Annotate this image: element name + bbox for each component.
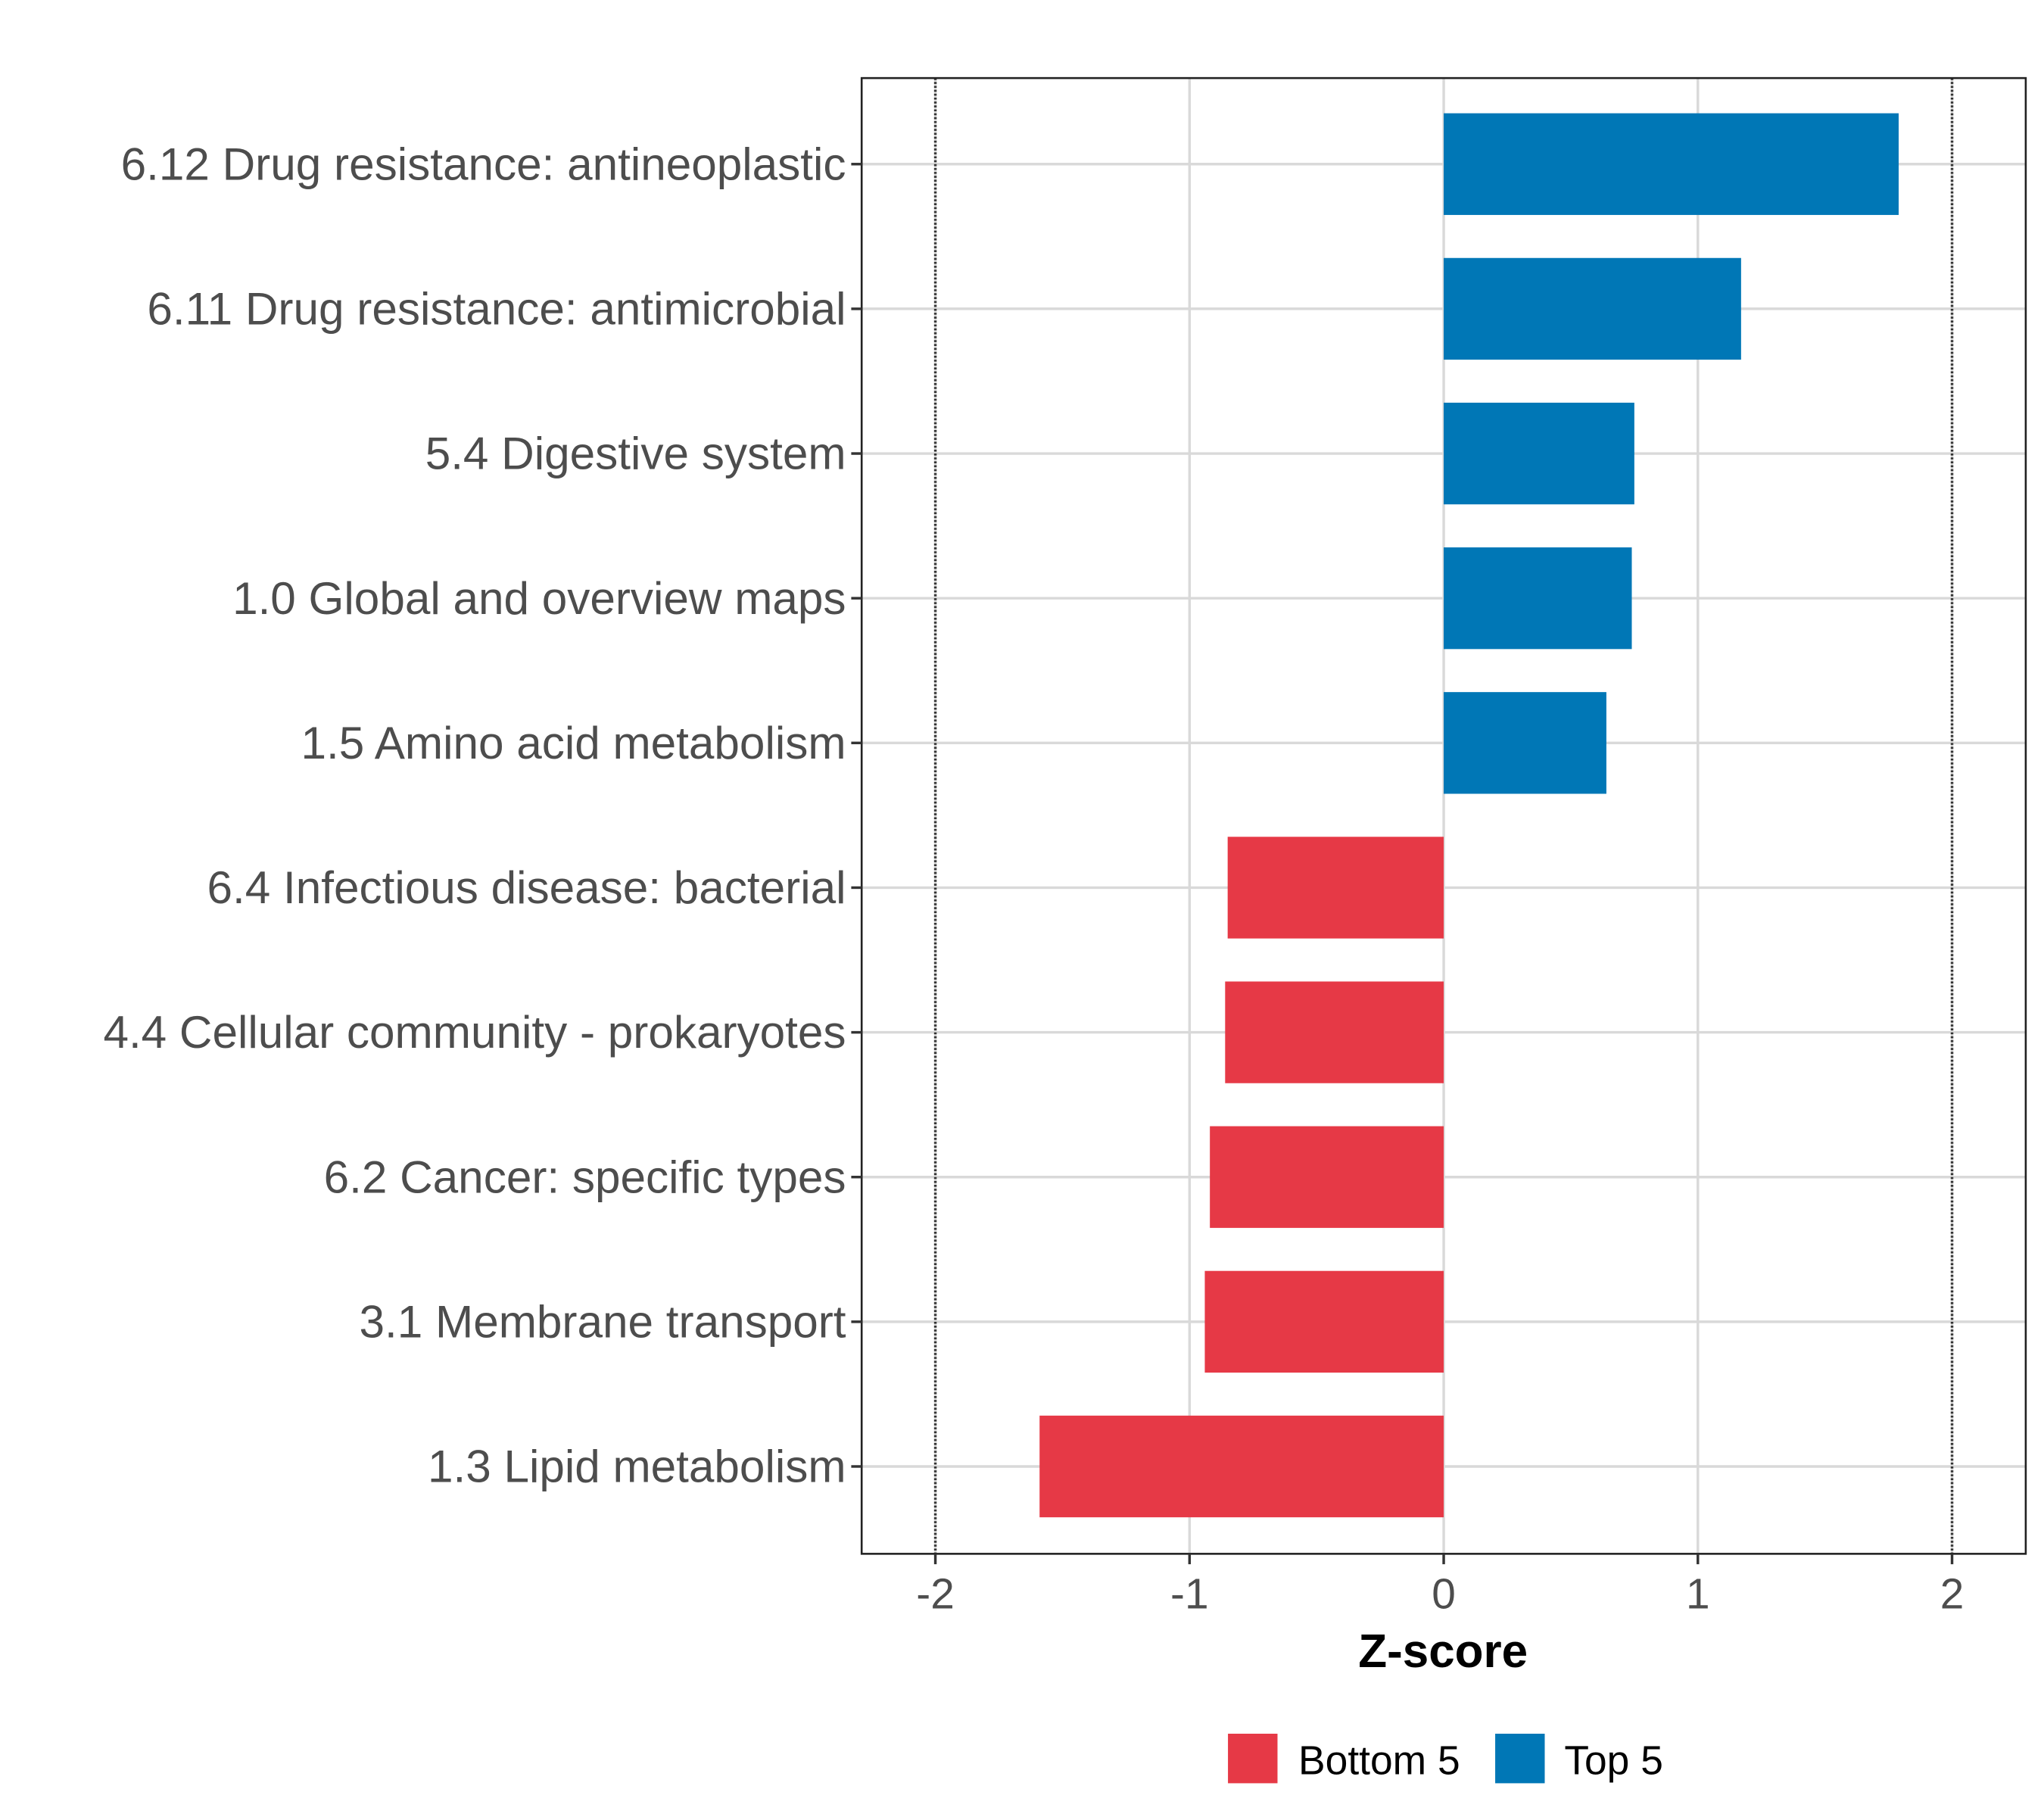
legend-swatch — [1495, 1733, 1545, 1784]
y-axis: 6.12 Drug resistance: antineoplastic 6.11… — [103, 138, 862, 1492]
x-axis-title: Z-score — [1358, 1625, 1528, 1678]
bar — [1227, 837, 1444, 939]
legend-swatch — [1228, 1733, 1278, 1784]
bar — [1444, 402, 1634, 505]
bar — [1204, 1270, 1444, 1373]
y-tick-label: 6.12 Drug resistance: antineoplastic — [121, 138, 846, 189]
y-tick-label: 1.5 Amino acid metabolism — [301, 717, 846, 768]
bar — [1039, 1415, 1444, 1518]
y-tick-label: 4.4 Cellular community - prokaryotes — [103, 1006, 846, 1058]
x-tick-label: 0 — [1432, 1571, 1456, 1619]
bar — [1444, 547, 1632, 650]
bars — [1039, 113, 1899, 1518]
reference-lines — [933, 78, 1954, 1554]
y-tick-label: 5.4 Digestive system — [425, 428, 846, 479]
legend-label: Bottom 5 — [1298, 1738, 1460, 1783]
y-tick-label: 6.2 Cancer: specific types — [324, 1151, 846, 1202]
bar — [1444, 113, 1899, 215]
legend: Bottom 5 Top 5 — [1228, 1733, 1663, 1784]
bar — [1225, 981, 1444, 1083]
x-axis: -2 -1 0 1 2 — [916, 1554, 1965, 1619]
x-tick-label: 2 — [1940, 1571, 1965, 1619]
legend-label: Top 5 — [1564, 1738, 1663, 1783]
y-tick-label: 6.11 Drug resistance: antimicrobial — [147, 283, 846, 335]
y-tick-label: 3.1 Membrane transport — [360, 1296, 846, 1348]
y-tick-label: 6.4 Infectious disease: bacterial — [207, 862, 846, 913]
x-tick-label: 1 — [1686, 1571, 1710, 1619]
y-tick-label: 1.0 Global and overview maps — [232, 572, 846, 624]
bar — [1210, 1126, 1444, 1228]
bar — [1444, 257, 1741, 360]
bar — [1444, 692, 1606, 794]
x-tick-label: -1 — [1170, 1571, 1209, 1619]
legend-item: Top 5 — [1495, 1733, 1663, 1784]
legend-item: Bottom 5 — [1228, 1733, 1460, 1784]
y-tick-label: 1.3 Lipid metabolism — [428, 1441, 846, 1492]
x-tick-label: -2 — [916, 1571, 955, 1619]
